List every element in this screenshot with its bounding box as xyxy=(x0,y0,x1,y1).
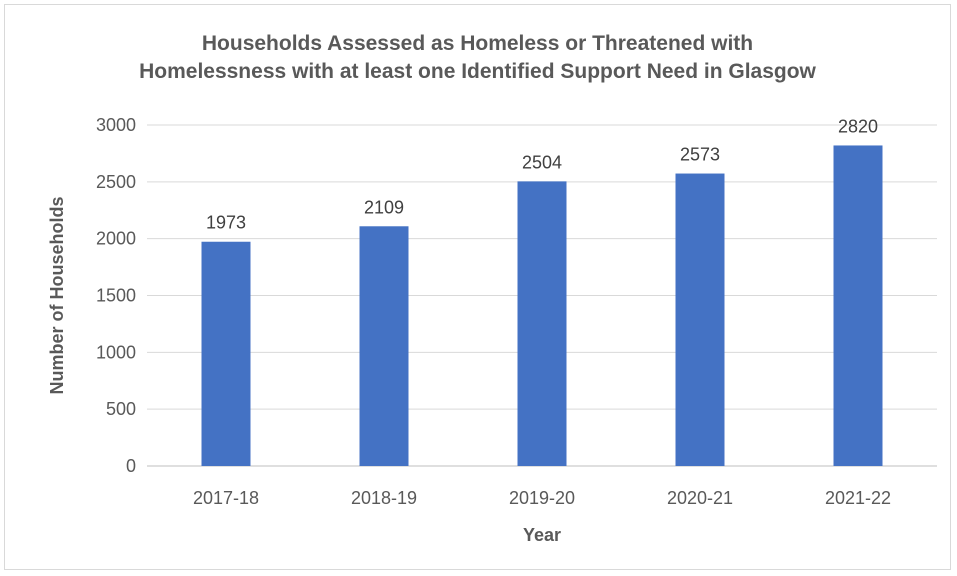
bar xyxy=(359,226,409,466)
chart-title-line-2: Homelessness with at least one Identifie… xyxy=(139,60,816,83)
y-tick-label: 0 xyxy=(126,456,136,476)
chart-title: Households Assessed as Homeless or Threa… xyxy=(4,30,951,86)
bars xyxy=(201,145,883,467)
y-tick-label: 1000 xyxy=(96,342,136,362)
y-tick-label: 3000 xyxy=(96,115,136,135)
x-tick-label: 2017-18 xyxy=(193,488,259,508)
y-tick-label: 500 xyxy=(106,399,136,419)
y-tick-label: 2500 xyxy=(96,172,136,192)
y-tick-label: 1500 xyxy=(96,286,136,306)
bar xyxy=(517,181,567,466)
data-label: 2820 xyxy=(838,116,878,136)
x-tick-label: 2018-19 xyxy=(351,488,417,508)
x-axis-title: Year xyxy=(523,525,561,545)
x-tick-label: 2019-20 xyxy=(509,488,575,508)
chart-title-line-1: Households Assessed as Homeless or Threa… xyxy=(201,32,754,55)
data-label: 2109 xyxy=(364,197,404,217)
data-labels: 1973 2109 2504 2573 2820 xyxy=(206,116,878,232)
data-label: 1973 xyxy=(206,213,246,233)
x-tick-label: 2020-21 xyxy=(667,488,733,508)
chart-frame xyxy=(4,4,951,570)
bar xyxy=(833,145,883,466)
data-label: 2573 xyxy=(680,145,720,165)
y-axis-title: Number of Households xyxy=(47,196,67,394)
x-tick-label: 2021-22 xyxy=(825,488,891,508)
bar xyxy=(675,173,725,467)
bar xyxy=(201,241,251,466)
x-tick-labels: 2017-18 2018-19 2019-20 2020-21 2021-22 xyxy=(193,488,891,508)
y-tick-labels: 0 500 1000 1500 2000 2500 3000 xyxy=(96,115,136,476)
data-label: 2504 xyxy=(522,152,562,172)
y-tick-label: 2000 xyxy=(96,229,136,249)
